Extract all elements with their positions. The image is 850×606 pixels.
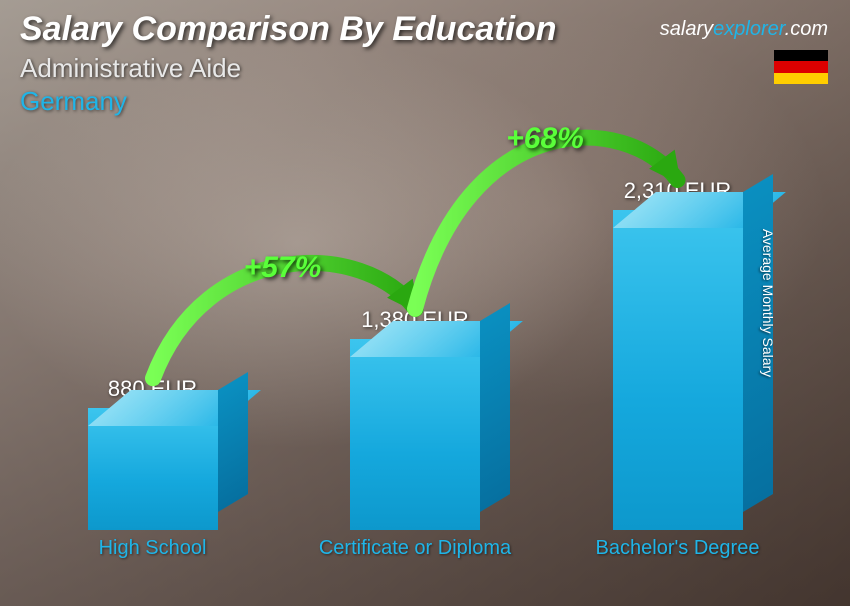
xaxis-labels: High School Certificate or Diploma Bachelo… (40, 536, 790, 586)
chart-country: Germany (20, 86, 830, 117)
flag-stripe-gold (774, 73, 828, 84)
watermark-part3: .com (785, 18, 828, 40)
increase-percent-label: +68% (506, 122, 584, 156)
yaxis-label: Average Monthly Salary (760, 229, 776, 377)
xaxis-label: Bachelor's Degree (578, 536, 778, 560)
bar-front-face (88, 408, 218, 530)
xaxis-label: Certificate or Diploma (315, 536, 515, 560)
increase-percent-label: +57% (244, 251, 322, 285)
bar-3d (88, 408, 218, 530)
chart-subtitle: Administrative Aide (20, 53, 830, 84)
flag-stripe-red (774, 61, 828, 72)
watermark: salaryexplorer.com (660, 18, 828, 41)
flag-stripe-black (774, 50, 828, 61)
xaxis-label: High School (53, 536, 253, 560)
watermark-part1: salary (660, 18, 713, 40)
germany-flag-icon (774, 50, 828, 84)
watermark-part2: explorer (713, 18, 785, 40)
